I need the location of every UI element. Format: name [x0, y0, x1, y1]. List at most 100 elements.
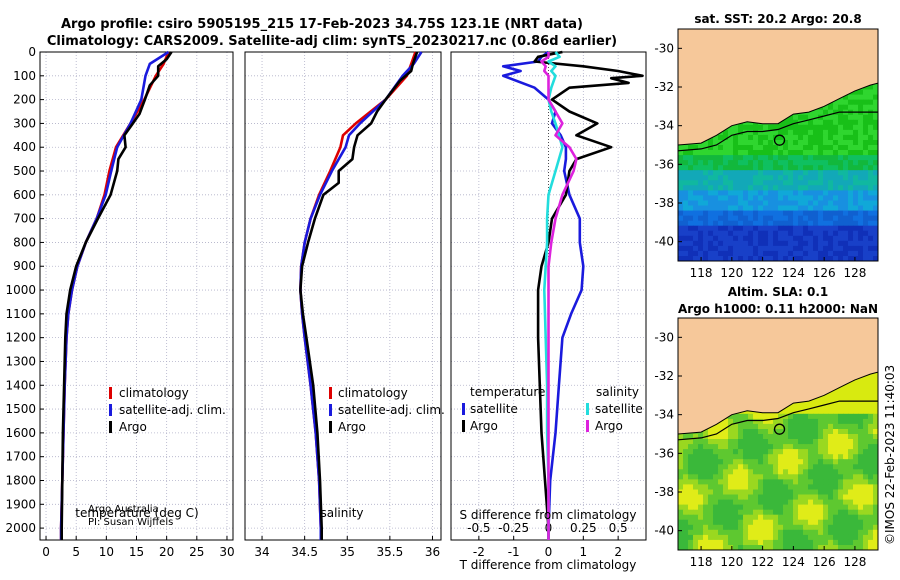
map-cell	[803, 413, 809, 420]
map-cell	[733, 175, 739, 181]
map-cell	[873, 160, 878, 166]
map-cell	[778, 429, 784, 435]
map-cell	[848, 479, 854, 485]
map-cell	[688, 484, 694, 490]
map-cell	[868, 170, 874, 176]
map-cell	[823, 170, 829, 176]
map-cell	[678, 180, 684, 186]
map-cell	[868, 484, 874, 490]
map-cell	[748, 439, 754, 445]
map-cell	[788, 170, 794, 176]
map-cell	[843, 439, 849, 445]
map-cell	[873, 519, 878, 526]
map-cell	[693, 200, 699, 207]
map-cell	[818, 180, 824, 186]
map-cell	[738, 165, 744, 171]
map-cell	[808, 524, 814, 531]
map-cell	[853, 170, 859, 176]
map-cell	[683, 200, 689, 207]
map-cell	[838, 393, 844, 400]
map-cell	[858, 210, 864, 217]
map-cell	[793, 240, 799, 247]
map-cell	[753, 230, 759, 237]
map-cell	[828, 235, 834, 242]
map-cell	[723, 444, 729, 450]
map-cell	[828, 119, 834, 126]
y-tick-label: 1200	[5, 331, 36, 345]
map-cell	[828, 524, 834, 531]
map-cell	[703, 519, 709, 526]
map-cell	[713, 240, 719, 247]
map-cell	[833, 250, 839, 257]
map-cell	[853, 378, 859, 385]
map-cell	[808, 519, 814, 526]
map-cell	[873, 250, 878, 257]
map-cell	[678, 256, 684, 261]
map-cell	[853, 509, 859, 516]
map-cell	[808, 175, 814, 181]
map-cell	[743, 134, 749, 141]
map-cell	[788, 114, 794, 121]
map-cell	[828, 150, 834, 156]
map-cell	[823, 235, 829, 242]
map-cell	[728, 464, 734, 470]
map-cell	[743, 195, 749, 201]
map-cell	[768, 429, 774, 435]
map-cell	[863, 210, 869, 217]
map-cell	[823, 165, 829, 171]
map-cell	[853, 195, 859, 201]
map-cell	[778, 439, 784, 445]
map-cell	[698, 489, 704, 496]
map-cell	[758, 529, 764, 536]
map-cell	[828, 529, 834, 536]
map-cell	[733, 479, 739, 485]
map-cell	[738, 240, 744, 247]
map-cell	[733, 519, 739, 526]
map-cell	[703, 545, 709, 550]
map-cell	[723, 215, 729, 222]
map-cell	[823, 514, 829, 521]
map-cell	[758, 145, 764, 151]
map-cell	[768, 413, 774, 420]
map-cell	[728, 484, 734, 490]
map-cell	[748, 180, 754, 186]
map-cell	[743, 444, 749, 450]
map-cell	[773, 499, 779, 506]
map-cell	[763, 474, 769, 480]
map-cell	[763, 225, 769, 232]
map-cell	[803, 119, 809, 126]
map-cell	[788, 195, 794, 201]
map-cell	[813, 423, 819, 430]
map-cell	[808, 408, 814, 415]
map-cell	[728, 519, 734, 526]
y-tick-label: 1400	[5, 378, 36, 392]
map-cell	[843, 449, 849, 455]
y-tick-label: 1600	[5, 426, 36, 440]
map-cell	[688, 180, 694, 186]
series-line-argo	[299, 51, 419, 540]
map-cell	[858, 388, 864, 395]
map-cell	[853, 499, 859, 506]
map-cell	[843, 469, 849, 475]
map-cell	[778, 220, 784, 227]
map-cell	[808, 190, 814, 196]
map-cell	[808, 479, 814, 485]
map-cell	[728, 185, 734, 191]
map-cell	[678, 449, 684, 455]
map-cell	[783, 474, 789, 480]
map-cell	[853, 190, 859, 196]
map-cell	[848, 439, 854, 445]
map-cell	[743, 418, 749, 425]
map-cell	[728, 469, 734, 475]
map-cell	[763, 240, 769, 247]
map-cell	[778, 256, 784, 261]
map-cell	[873, 114, 878, 121]
map-cell	[698, 534, 704, 541]
map-cell	[813, 195, 819, 201]
map-cell	[748, 175, 754, 181]
map-cell	[858, 165, 864, 171]
map-cell	[808, 205, 814, 212]
map-cell	[723, 449, 729, 455]
map-cell	[873, 225, 878, 232]
map-cell	[828, 200, 834, 207]
